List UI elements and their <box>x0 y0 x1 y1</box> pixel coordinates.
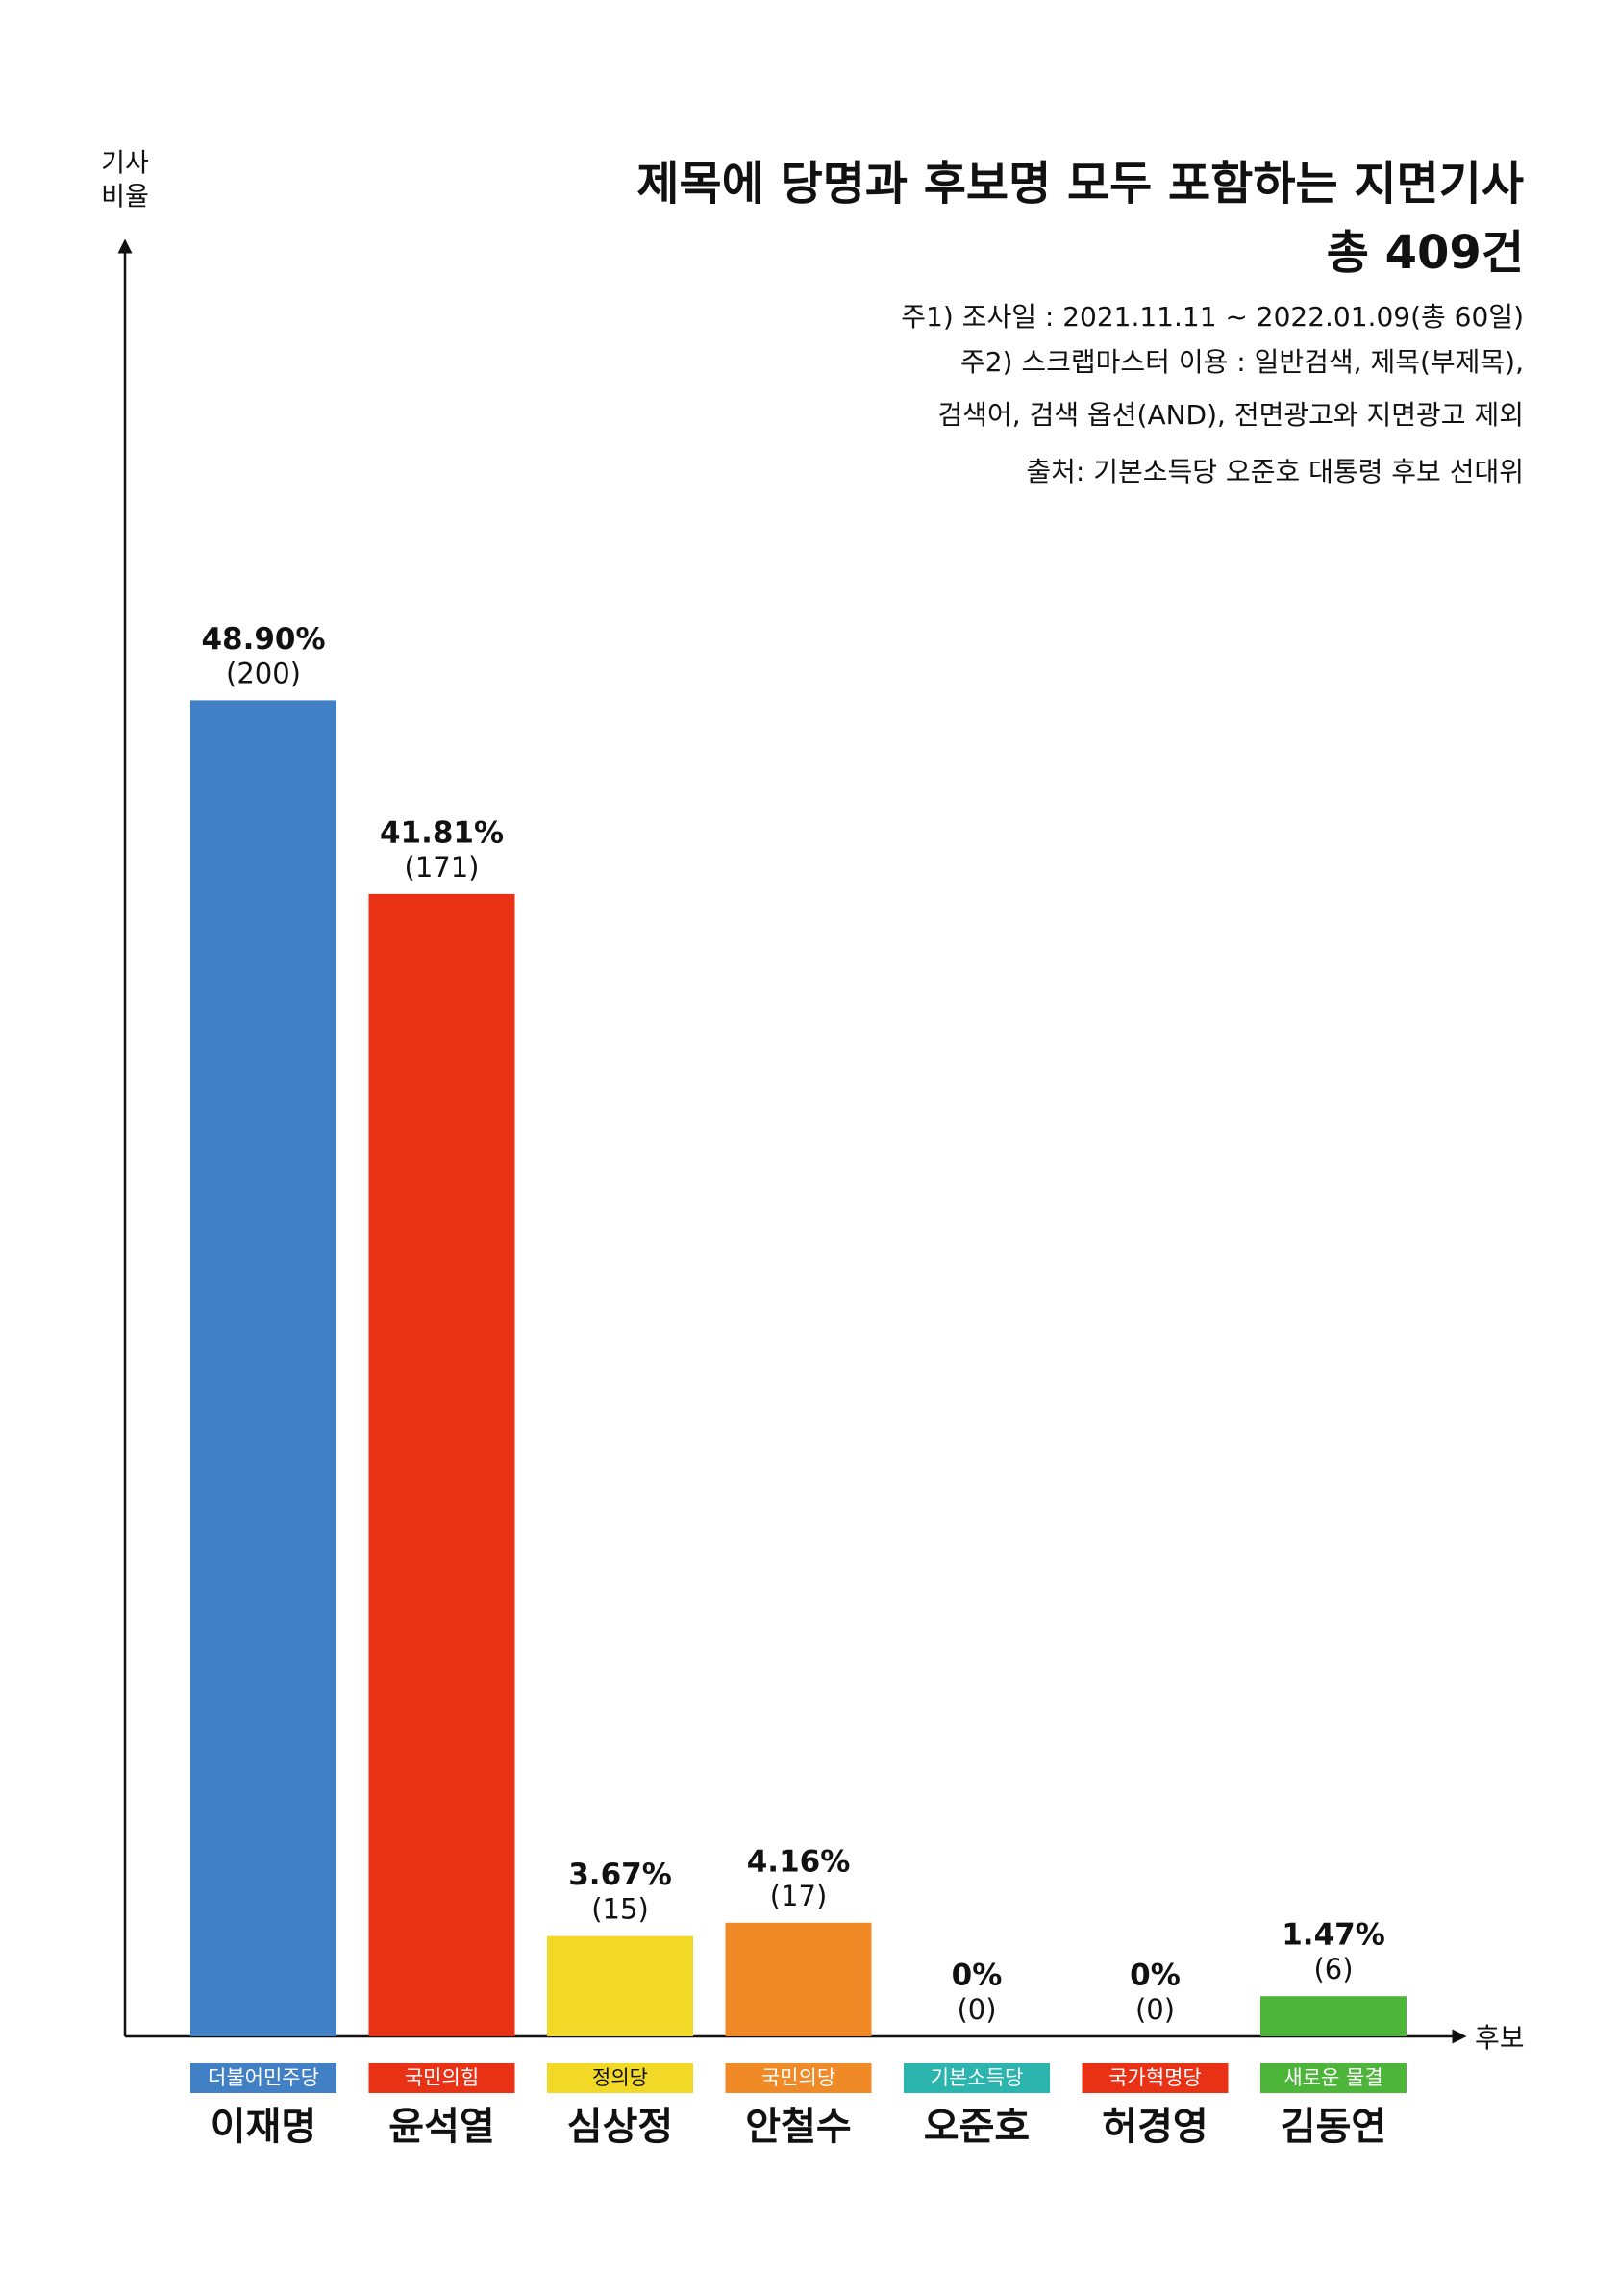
value-label: 3.67% <box>568 1858 672 1892</box>
party-badge <box>547 2063 693 2093</box>
value-label: 1.47% <box>1282 1918 1385 1953</box>
count-label: (200) <box>226 657 301 689</box>
count-label: (0) <box>1135 1993 1175 2026</box>
count-label: (15) <box>591 1893 649 1926</box>
value-label: 41.81% <box>380 815 504 850</box>
x-tick-label: 오준호 <box>924 2105 1030 2149</box>
bar <box>725 1922 872 2036</box>
party-label: 새로운 물결 <box>1283 2066 1382 2089</box>
party-badge <box>1082 2063 1229 2093</box>
bar <box>190 700 336 2036</box>
party-badge <box>190 2063 336 2093</box>
annotation: 검색어, 검색 옵션(AND), 전면광고와 지면광고 제외 <box>938 399 1525 431</box>
y-axis-label: 비율 <box>101 183 149 212</box>
count-label: (171) <box>405 851 480 884</box>
value-label: 4.16% <box>747 1844 851 1879</box>
annotation: 출처: 기본소득당 오준호 대통령 후보 선대위 <box>1026 456 1524 487</box>
party-label: 정의당 <box>592 2066 648 2089</box>
bar <box>547 1935 693 2036</box>
count-label: (17) <box>770 1880 828 1912</box>
x-tick-label: 심상정 <box>567 2105 673 2149</box>
x-tick-label: 윤석열 <box>388 2105 494 2149</box>
value-label: 0% <box>1130 1959 1181 1993</box>
x-tick-label: 안철수 <box>745 2105 851 2149</box>
count-label: (6) <box>1313 1953 1353 1985</box>
party-badge <box>725 2063 872 2093</box>
party-label: 더불어민주당 <box>208 2066 319 2089</box>
x-tick-label: 김동연 <box>1281 2105 1386 2149</box>
bar <box>1260 1996 1407 2036</box>
x-tick-label: 이재명 <box>211 2105 316 2149</box>
value-label: 48.90% <box>201 622 325 657</box>
party-label: 국민의당 <box>761 2066 835 2089</box>
count-label: (0) <box>957 1993 996 2026</box>
party-badge <box>904 2063 1050 2093</box>
annotation: 주1) 조사일 : 2021.11.11 ~ 2022.01.09(총 60일) <box>901 301 1524 333</box>
annotation: 주2) 스크랩마스터 이용 : 일반검색, 제목(부제목), <box>960 346 1524 378</box>
chart-title: 제목에 당명과 후보명 모두 포함하는 지면기사 <box>636 157 1524 211</box>
x-axis-label: 후보 <box>1475 2022 1525 2054</box>
party-label: 국가혁명당 <box>1108 2066 1202 2089</box>
y-axis-label: 기사 <box>101 149 149 179</box>
party-badge <box>1260 2063 1407 2093</box>
value-label: 0% <box>952 1959 1003 1993</box>
party-badge <box>368 2063 515 2093</box>
bar <box>368 893 515 2036</box>
x-tick-label: 허경영 <box>1102 2105 1208 2149</box>
party-label: 국민의힘 <box>405 2066 479 2089</box>
party-label: 기본소득당 <box>931 2066 1024 2089</box>
chart-subtitle: 총 409건 <box>1327 226 1524 280</box>
